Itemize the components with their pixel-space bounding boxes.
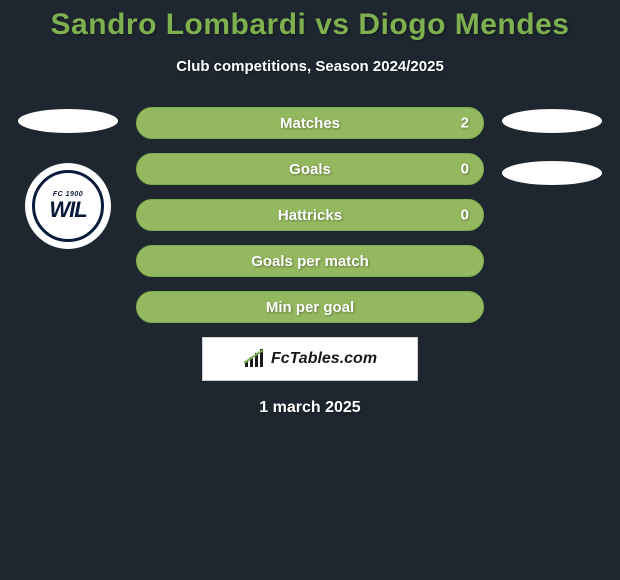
club-logo-main-text: WIL <box>49 199 86 221</box>
stat-label: Goals per match <box>251 253 369 270</box>
date-text: 1 march 2025 <box>259 399 360 417</box>
stat-label: Hattricks <box>278 207 342 224</box>
bar-chart-icon <box>243 349 267 369</box>
stat-value: 2 <box>461 115 469 132</box>
right-player-placeholder-icon <box>502 109 602 133</box>
right-player-column <box>492 107 612 323</box>
club-logo-inner: FC 1900 WIL <box>32 170 104 242</box>
comparison-row: FC 1900 WIL Matches 2 Goals 0 Hattricks … <box>0 107 620 323</box>
stat-bar-hattricks: Hattricks 0 <box>136 199 484 231</box>
page-subtitle: Club competitions, Season 2024/2025 <box>176 58 444 75</box>
brand-watermark[interactable]: FcTables.com <box>202 337 418 381</box>
stat-value: 0 <box>461 207 469 224</box>
left-player-placeholder-icon <box>18 109 118 133</box>
stats-column: Matches 2 Goals 0 Hattricks 0 Goals per … <box>128 107 492 323</box>
stat-label: Goals <box>289 161 331 178</box>
stat-bar-goals: Goals 0 <box>136 153 484 185</box>
stat-bar-matches: Matches 2 <box>136 107 484 139</box>
left-player-column: FC 1900 WIL <box>8 107 128 323</box>
stat-bar-goals-per-match: Goals per match <box>136 245 484 277</box>
brand-text: FcTables.com <box>271 350 377 368</box>
page-title: Sandro Lombardi vs Diogo Mendes <box>51 8 570 42</box>
stat-bar-min-per-goal: Min per goal <box>136 291 484 323</box>
page-container: Sandro Lombardi vs Diogo Mendes Club com… <box>0 0 620 417</box>
right-club-placeholder-icon <box>502 161 602 185</box>
stat-label: Min per goal <box>266 299 354 316</box>
stat-value: 0 <box>461 161 469 178</box>
left-club-logo: FC 1900 WIL <box>25 163 111 249</box>
stat-label: Matches <box>280 115 340 132</box>
